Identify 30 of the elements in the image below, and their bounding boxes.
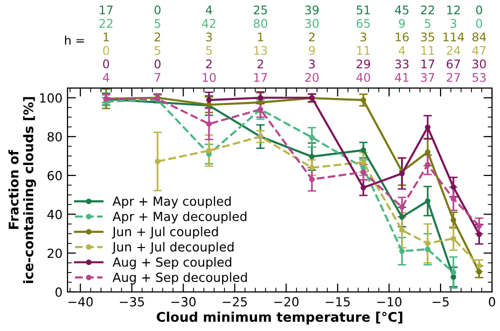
text: 17 0 4 25 39 51 45 22 12 0 [100, 5, 482, 14]
y-tick-label: 20 [48, 248, 62, 258]
x-tick-label: −30 [171, 297, 196, 306]
text: 0 5 5 13 9 11 4 11 24 47 [103, 46, 486, 55]
x-tick-label: −40 [68, 297, 93, 306]
legend-label: Jun + Jul decoupled [112, 242, 234, 254]
x-tick-label: −15 [326, 297, 350, 306]
x-tick-label: −35 [120, 297, 144, 306]
y-axis-title: Fraction of ice-containing clouds [%] [8, 97, 36, 283]
y-tick-label: 60 [48, 170, 62, 180]
x-tick-label: 0 [488, 297, 496, 306]
x-tick-label: −25 [222, 297, 247, 306]
legend-label: Jun + Jul coupled [112, 226, 218, 239]
text: 22 5 42 80 30 65 9 5 3 0 [99, 18, 482, 28]
legend-label: Apr + May coupled [112, 196, 231, 208]
text: 0 0 2 2 3 29 33 17 67 30 [103, 59, 486, 68]
x-tick-label: −10 [377, 297, 402, 306]
legend-label: Apr + May decoupled [112, 211, 246, 224]
text: 1 2 3 1 2 3 16 35 114 84 [104, 32, 486, 42]
x-tick-label: −20 [274, 297, 299, 306]
y-tick-label: 40 [47, 210, 62, 220]
y-tick-label: 100 [40, 93, 62, 103]
x-tick-label: −5 [432, 297, 449, 306]
legend-label: Aug + Sep coupled [112, 257, 232, 270]
y-tick-label: 80 [48, 132, 62, 142]
text: h = [65, 36, 84, 45]
legend-label: Aug + Sep decoupled [112, 272, 247, 284]
y-tick-label: 0 [56, 287, 62, 297]
x-axis-title: Cloud minimum temperature [°C] [156, 312, 402, 324]
text: 4 7 10 17 20 40 41 37 27 53 [102, 72, 486, 82]
